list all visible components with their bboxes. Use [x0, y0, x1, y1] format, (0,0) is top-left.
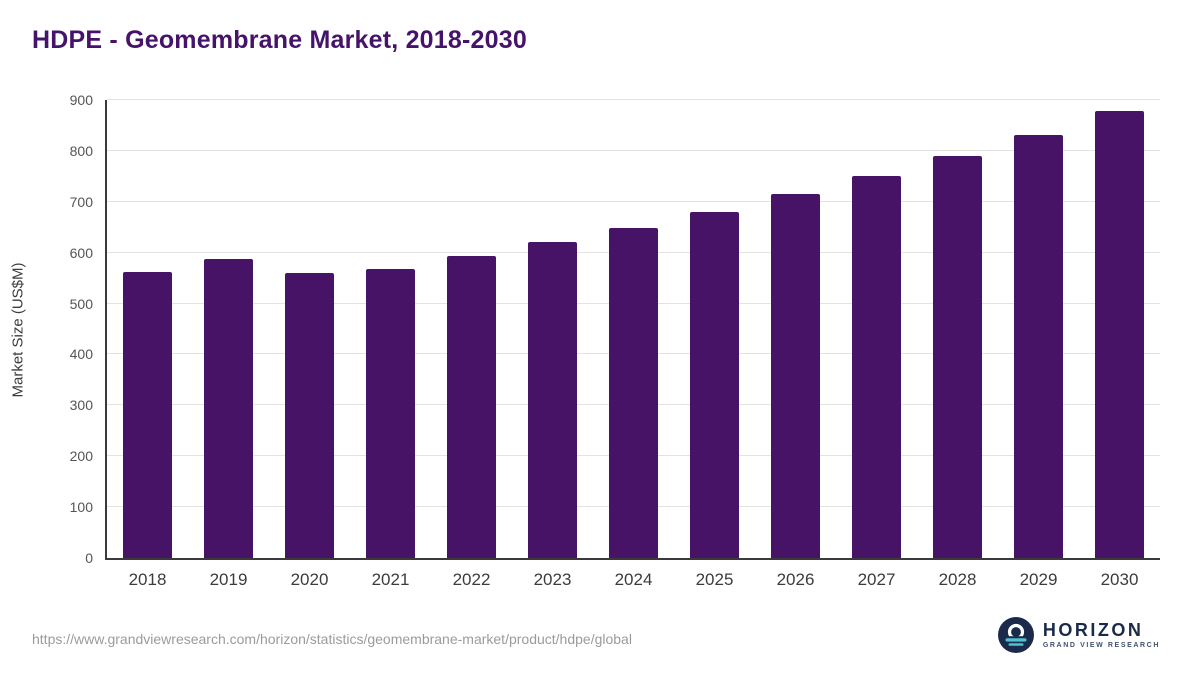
bar-2026	[771, 194, 820, 558]
x-tick-label: 2018	[128, 570, 167, 589]
y-tick-label: 0	[85, 550, 93, 566]
x-tick-label: 2019	[209, 570, 248, 589]
bar-2028	[933, 155, 982, 558]
x-tick-label: 2027	[857, 570, 896, 589]
bar-2020	[285, 273, 334, 558]
y-tick-label: 400	[69, 346, 93, 363]
y-tick-label: 700	[69, 193, 93, 210]
logo-text: HORIZON GRAND VIEW RESEARCH	[1042, 619, 1160, 650]
y-tick-label: 100	[69, 499, 93, 516]
y-tick-label: 200	[69, 448, 93, 465]
bars-row	[107, 100, 1160, 558]
gridline	[107, 149, 1160, 151]
bar-column	[917, 100, 998, 558]
x-tick-label: 2020	[290, 570, 329, 589]
bar-column	[350, 100, 431, 558]
logo-subtitle: GRAND VIEW RESEARCH	[1042, 642, 1160, 650]
bar-2018	[123, 272, 172, 558]
bar-2025	[690, 212, 739, 558]
x-tick-label: 2026	[776, 570, 815, 589]
bar-2019	[204, 259, 253, 558]
gridline	[107, 99, 1160, 100]
y-tick-label: 900	[69, 92, 93, 108]
y-tick-label: 300	[69, 397, 93, 414]
bar-2021	[366, 268, 415, 558]
bar-column	[755, 100, 836, 558]
x-axis-labels: 2018 2019 2020 2021 2022 2023 2024 2025 2026 2027…	[107, 570, 1160, 590]
logo-title: HORIZON	[1042, 619, 1144, 640]
bar-2022	[447, 256, 496, 558]
y-tick-label: 500	[69, 295, 93, 312]
x-tick-label: 2028	[938, 570, 977, 589]
x-tick-label: 2030	[1100, 570, 1139, 589]
x-tick-label: 2022	[452, 570, 491, 589]
bar-column	[431, 100, 512, 558]
bar-column	[998, 100, 1079, 558]
y-axis-title: Market Size (US$M)	[9, 262, 27, 398]
source-url: https://www.grandviewresearch.com/horizo…	[32, 631, 632, 647]
gridline	[107, 200, 1160, 202]
bar-column	[1079, 100, 1160, 558]
bar-column	[269, 100, 350, 558]
bar-column	[836, 100, 917, 558]
bar-column	[593, 100, 674, 558]
bar-2023	[528, 241, 577, 558]
y-tick-label: 600	[69, 244, 93, 261]
bar-2030	[1095, 111, 1144, 558]
x-tick-label: 2024	[614, 570, 653, 589]
bar-column	[107, 100, 188, 558]
bar-2029	[1014, 134, 1063, 558]
bar-chart-plot-area: 2018 2019 2020 2021 2022 2023 2024 2025 2026 2027…	[70, 92, 1160, 589]
y-tick-label: 800	[69, 142, 93, 159]
x-tick-label: 2023	[533, 570, 572, 589]
x-tick-label: 2029	[1019, 570, 1058, 589]
chart-title: HDPE - Geomembrane Market, 2018-2030	[32, 26, 527, 54]
x-tick-label: 2025	[695, 570, 734, 589]
bar-column	[188, 100, 269, 558]
bar-2024	[609, 228, 658, 558]
horizon-logo-icon	[997, 617, 1034, 653]
bar-column	[674, 100, 755, 558]
horizon-logo: HORIZON GRAND VIEW RESEARCH	[997, 617, 1160, 653]
bar-2027	[852, 176, 901, 558]
bar-column	[512, 100, 593, 558]
x-tick-label: 2021	[371, 570, 410, 589]
